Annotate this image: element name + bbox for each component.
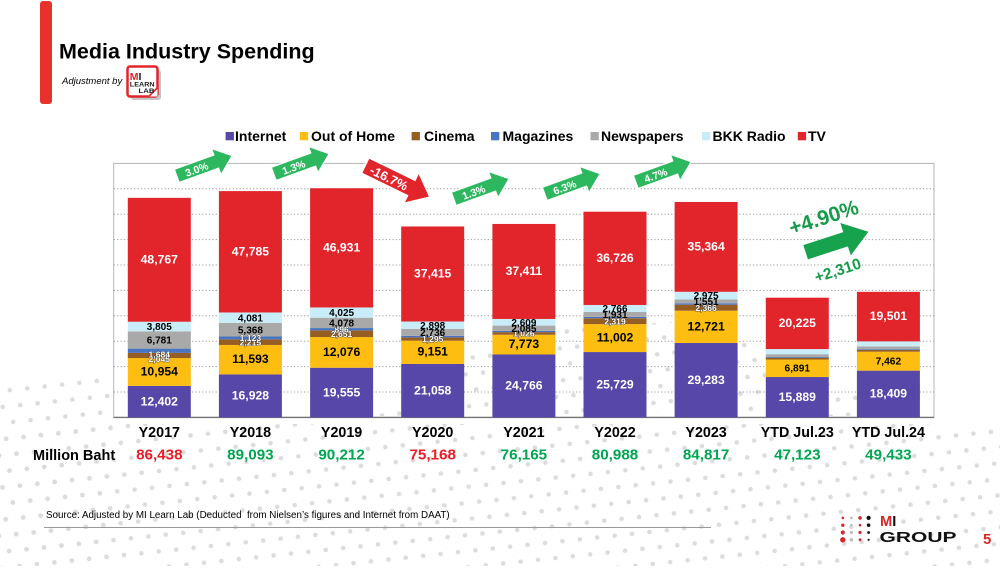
svg-text:11,002: 11,002 (597, 331, 634, 345)
svg-text:48,767: 48,767 (141, 252, 178, 266)
svg-text:29,283: 29,283 (687, 373, 724, 387)
svg-text:LEARN: LEARN (130, 82, 155, 89)
svg-text:Million Baht: Million Baht (33, 448, 115, 464)
svg-text:Y2017: Y2017 (139, 425, 180, 441)
svg-text:3,805: 3,805 (147, 322, 172, 333)
svg-text:TV: TV (808, 128, 827, 144)
svg-text:1,684: 1,684 (149, 349, 171, 359)
svg-text:1,551: 1,551 (694, 297, 719, 308)
svg-text:16,928: 16,928 (232, 389, 269, 403)
svg-text:12,721: 12,721 (687, 319, 724, 333)
svg-text:4,078: 4,078 (329, 319, 354, 330)
svg-text:Y2018: Y2018 (230, 425, 271, 441)
svg-text:90,212: 90,212 (318, 447, 364, 464)
svg-text:Y2019: Y2019 (321, 425, 362, 441)
svg-text:47,785: 47,785 (232, 244, 269, 258)
svg-text:Y2023: Y2023 (685, 425, 726, 441)
svg-text:84,817: 84,817 (683, 447, 729, 464)
svg-text:21,058: 21,058 (414, 383, 451, 397)
svg-text:2,609: 2,609 (511, 318, 536, 329)
svg-text:Y2020: Y2020 (412, 425, 453, 441)
svg-text:Y2022: Y2022 (594, 425, 635, 441)
svg-text:1,123: 1,123 (240, 333, 262, 343)
svg-text:896: 896 (334, 324, 349, 334)
svg-text:YTD Jul.24: YTD Jul.24 (852, 425, 925, 441)
svg-text:Internet: Internet (235, 128, 287, 144)
svg-text:86,438: 86,438 (136, 447, 182, 464)
svg-text:15,889: 15,889 (779, 390, 816, 404)
svg-text:1,931: 1,931 (602, 310, 627, 321)
svg-text:Magazines: Magazines (503, 128, 574, 144)
svg-text:19,501: 19,501 (870, 309, 907, 323)
svg-text:GROUP: GROUP (880, 530, 957, 546)
svg-text:25,729: 25,729 (596, 377, 633, 391)
svg-text:2,319: 2,319 (604, 316, 626, 326)
svg-text:37,411: 37,411 (506, 264, 543, 278)
svg-text:10,954: 10,954 (141, 364, 178, 378)
svg-text:6,781: 6,781 (147, 336, 172, 347)
svg-text:1,026: 1,026 (513, 329, 535, 339)
svg-text:5,368: 5,368 (238, 325, 263, 336)
svg-text:YTD Jul.23: YTD Jul.23 (761, 425, 834, 441)
svg-text:80,988: 80,988 (592, 447, 638, 464)
svg-text:19,555: 19,555 (323, 385, 360, 399)
svg-text:MI: MI (880, 514, 896, 530)
svg-text:MI: MI (130, 71, 142, 83)
svg-text:24,766: 24,766 (505, 379, 542, 393)
svg-text:46,931: 46,931 (323, 240, 360, 254)
svg-text:11,593: 11,593 (232, 352, 269, 366)
svg-text:2,898: 2,898 (420, 321, 445, 332)
svg-text:9,151: 9,151 (417, 345, 448, 359)
svg-text:2,975: 2,975 (694, 291, 719, 302)
svg-text:2,736: 2,736 (420, 328, 445, 339)
svg-text:18,409: 18,409 (870, 387, 907, 401)
svg-text:35,364: 35,364 (687, 239, 724, 253)
svg-text:89,093: 89,093 (227, 447, 273, 464)
svg-text:36,726: 36,726 (596, 251, 633, 265)
svg-text:2,366: 2,366 (695, 303, 717, 313)
svg-text:Adjustment by: Adjustment by (61, 76, 123, 87)
svg-text:LAB: LAB (139, 88, 155, 95)
svg-text:4,081: 4,081 (238, 313, 263, 324)
svg-text:4,025: 4,025 (329, 308, 354, 319)
svg-text:49,433: 49,433 (865, 447, 911, 464)
svg-text:2,045: 2,045 (149, 354, 171, 364)
svg-text:5: 5 (983, 531, 991, 548)
svg-text:2,651: 2,651 (331, 329, 353, 339)
svg-text:BKK Radio: BKK Radio (713, 128, 786, 144)
svg-text:20,225: 20,225 (779, 316, 816, 330)
svg-text:Cinema: Cinema (424, 128, 475, 144)
svg-text:47,123: 47,123 (774, 447, 820, 464)
svg-text:76,165: 76,165 (501, 447, 548, 464)
svg-text:6,891: 6,891 (785, 364, 811, 375)
svg-text:75,168: 75,168 (409, 447, 455, 464)
svg-text:Media Industry Spending: Media Industry Spending (59, 39, 315, 63)
svg-text:2,085: 2,085 (511, 324, 536, 335)
svg-text:2,215: 2,215 (240, 337, 262, 347)
svg-text:12,402: 12,402 (141, 394, 178, 408)
svg-text:Source: Adjusted by MI Learn L: Source: Adjusted by MI Learn Lab (Deduct… (46, 510, 450, 521)
svg-text:1,295: 1,295 (422, 334, 444, 344)
svg-text:37,415: 37,415 (414, 267, 451, 281)
svg-text:12,076: 12,076 (323, 345, 360, 359)
svg-text:Y2021: Y2021 (503, 425, 544, 441)
svg-text:Newspapers: Newspapers (601, 128, 684, 144)
svg-text:Out of Home: Out of Home (311, 128, 395, 144)
svg-text:7,462: 7,462 (876, 357, 902, 368)
svg-text:2,766: 2,766 (602, 304, 627, 315)
svg-text:7,773: 7,773 (509, 337, 540, 351)
